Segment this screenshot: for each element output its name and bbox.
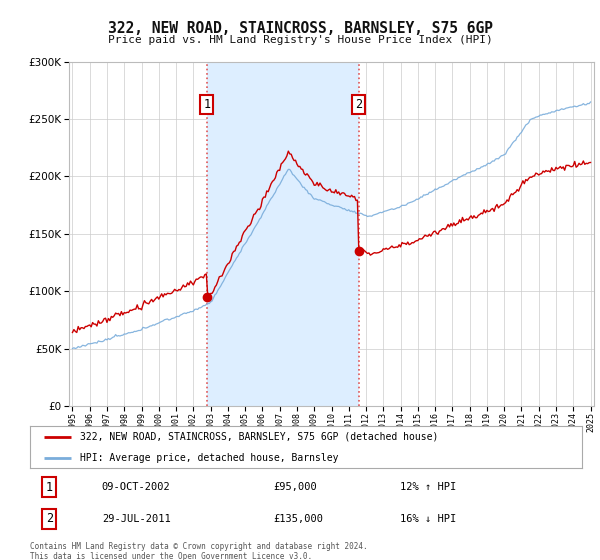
Text: 2: 2 xyxy=(355,98,362,111)
Text: £135,000: £135,000 xyxy=(273,514,323,524)
Text: 2: 2 xyxy=(46,512,53,525)
Text: 12% ↑ HPI: 12% ↑ HPI xyxy=(400,482,456,492)
Bar xyxy=(207,62,359,406)
Text: £95,000: £95,000 xyxy=(273,482,317,492)
Text: 1: 1 xyxy=(203,98,211,111)
Text: Price paid vs. HM Land Registry's House Price Index (HPI): Price paid vs. HM Land Registry's House … xyxy=(107,35,493,45)
Text: Contains HM Land Registry data © Crown copyright and database right 2024.
This d: Contains HM Land Registry data © Crown c… xyxy=(30,542,368,560)
Text: 16% ↓ HPI: 16% ↓ HPI xyxy=(400,514,456,524)
Text: 322, NEW ROAD, STAINCROSS, BARNSLEY, S75 6GP (detached house): 322, NEW ROAD, STAINCROSS, BARNSLEY, S75… xyxy=(80,432,438,442)
Text: 09-OCT-2002: 09-OCT-2002 xyxy=(102,482,170,492)
Text: HPI: Average price, detached house, Barnsley: HPI: Average price, detached house, Barn… xyxy=(80,454,338,463)
Text: 322, NEW ROAD, STAINCROSS, BARNSLEY, S75 6GP: 322, NEW ROAD, STAINCROSS, BARNSLEY, S75… xyxy=(107,21,493,36)
Text: 29-JUL-2011: 29-JUL-2011 xyxy=(102,514,170,524)
Text: 1: 1 xyxy=(46,480,53,494)
